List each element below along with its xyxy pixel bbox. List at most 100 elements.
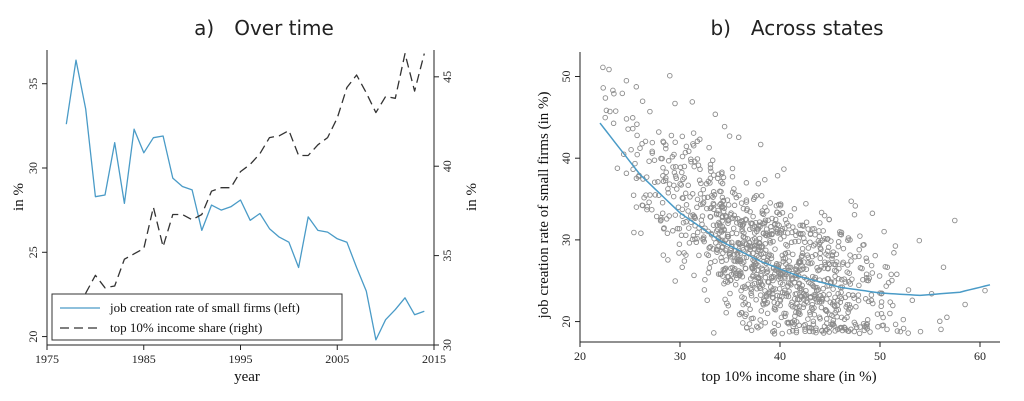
scatter-point [851, 211, 858, 218]
scatter-point [824, 276, 831, 282]
scatter-point [772, 246, 778, 252]
panel-a-x-tick-label: 1995 [229, 352, 253, 366]
scatter-point [780, 255, 787, 262]
scatter-point [649, 150, 656, 156]
panel-b-title: b) Across states [710, 16, 883, 40]
scatter-point [845, 309, 851, 316]
scatter-point [844, 269, 850, 275]
scatter-point [815, 267, 821, 274]
scatter-point [762, 274, 769, 281]
scatter-point [811, 225, 817, 232]
scatter-point [676, 250, 682, 256]
scatter-point [680, 219, 687, 226]
scatter-point [825, 252, 831, 259]
scatter-point [855, 297, 862, 304]
scatter-point [872, 252, 878, 259]
scatter-point [707, 213, 713, 220]
scatter-point [892, 243, 899, 249]
scatter-point [842, 294, 849, 301]
scatter-point [660, 173, 666, 179]
scatter-point [612, 108, 619, 114]
scatter-point [835, 307, 842, 313]
scatter-point [856, 253, 862, 260]
scatter-point [844, 314, 850, 321]
scatter-point [600, 85, 606, 91]
scatter-point [707, 244, 714, 250]
scatter-point [818, 209, 825, 216]
scatter-point [659, 199, 666, 206]
scatter-point [722, 265, 729, 271]
scatter-point [754, 286, 760, 292]
scatter-point [758, 193, 765, 199]
scatter-point [751, 230, 758, 236]
scatter-point [860, 276, 866, 283]
scatter-point [944, 314, 950, 321]
scatter-point [791, 206, 798, 212]
scatter-point [633, 84, 640, 90]
scatter-point [819, 295, 825, 301]
scatter-point [835, 276, 842, 282]
panel-a-left-y-tick-label: 25 [26, 246, 40, 258]
scatter-point [690, 141, 696, 147]
scatter-point [878, 310, 885, 317]
panel-a-left-y-axis-label: in % [11, 183, 27, 211]
scatter-point [713, 246, 720, 253]
scatter-point [729, 173, 736, 180]
scatter-point [778, 270, 784, 277]
scatter-point [767, 240, 774, 246]
scatter-point [849, 276, 855, 282]
scatter-point [718, 255, 724, 261]
scatter-point [776, 293, 783, 299]
scatter-point [890, 302, 896, 309]
scatter-point [874, 311, 881, 317]
scatter-point [775, 322, 782, 328]
scatter-point [865, 298, 872, 305]
scatter-point [742, 265, 749, 272]
scatter-point [674, 225, 681, 232]
scatter-point [638, 230, 644, 236]
scatter-point [794, 269, 801, 275]
scatter-point [938, 326, 944, 333]
scatter-point [853, 304, 859, 310]
scatter-point [855, 292, 862, 298]
scatter-point [788, 275, 795, 282]
scatter-point [743, 325, 750, 331]
scatter-point [894, 328, 901, 334]
scatter-point [762, 319, 768, 326]
scatter-point [725, 220, 731, 226]
scatter-point [793, 327, 800, 334]
panel-a-left-y-tick-label: 30 [26, 162, 40, 174]
scatter-point [760, 300, 766, 307]
scatter-point [744, 236, 751, 242]
scatter-point [606, 66, 612, 73]
scatter-point [856, 330, 863, 337]
scatter-point [937, 318, 943, 325]
scatter-point [718, 188, 724, 195]
scatter-point [649, 148, 655, 155]
scatter-point [831, 323, 837, 329]
scatter-point [707, 165, 714, 171]
scatter-point [718, 179, 724, 185]
scatter-point [859, 265, 865, 272]
scatter-point [800, 230, 806, 237]
scatter-point [687, 213, 694, 219]
legend-box [51, 293, 343, 341]
scatter-point [755, 248, 761, 254]
scatter-point [764, 269, 770, 276]
scatter-point [632, 160, 638, 167]
scatter-point [607, 108, 613, 115]
scatter-point [740, 233, 747, 240]
panel-a-x-tick-label: 2015 [422, 352, 446, 366]
scatter-point [826, 329, 832, 335]
scatter-point [757, 141, 764, 148]
scatter-point [659, 210, 666, 216]
scatter-point [786, 258, 792, 264]
scatter-point [909, 297, 916, 304]
scatter-point [821, 265, 827, 271]
scatter-point [799, 245, 806, 252]
scatter-point [662, 177, 669, 184]
scatter-point [698, 201, 704, 208]
scatter-point [917, 328, 924, 335]
scatter-point [772, 216, 779, 223]
scatter-point [686, 225, 692, 231]
